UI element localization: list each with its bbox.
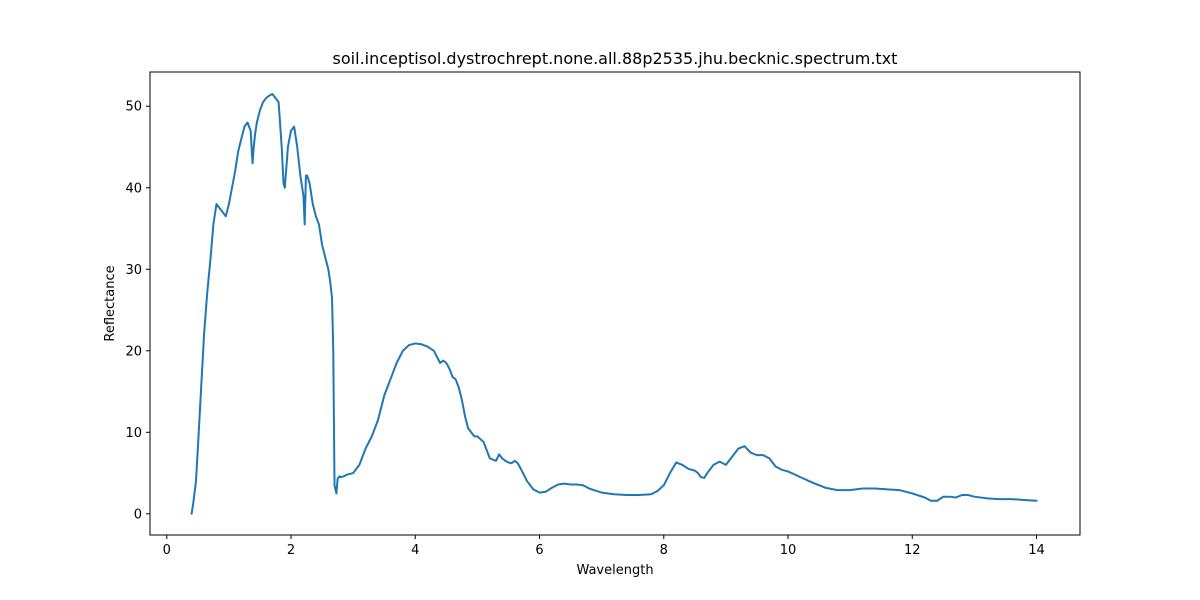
y-tick-label: 40: [125, 181, 142, 196]
chart-title: soil.inceptisol.dystrochrept.none.all.88…: [333, 49, 898, 68]
y-tick-label: 20: [125, 344, 142, 359]
x-tick-label: 2: [287, 543, 295, 558]
y-tick-label: 10: [125, 426, 142, 441]
plot-area: [150, 72, 1080, 535]
x-tick-label: 10: [780, 543, 797, 558]
series-group: [190, 93, 1038, 515]
plot-frame: [149, 71, 1081, 536]
series-line-0: [190, 93, 1038, 515]
x-axis: 0 2 4 6 8 10 12 14: [163, 535, 1045, 558]
x-tick-label: 8: [660, 543, 668, 558]
y-axis-label: Reflectance: [103, 265, 118, 341]
y-axis: 0 10 20 30 40 50: [125, 100, 150, 522]
x-axis-label: Wavelength: [576, 563, 653, 578]
y-tick-label: 50: [125, 100, 142, 115]
x-tick-label: 0: [163, 543, 171, 558]
y-tick-label: 0: [134, 507, 142, 522]
x-tick-label: 6: [535, 543, 543, 558]
x-tick-label: 4: [411, 543, 419, 558]
x-tick-label: 12: [904, 543, 921, 558]
y-tick-label: 30: [125, 263, 142, 278]
x-tick-label: 14: [1028, 543, 1045, 558]
